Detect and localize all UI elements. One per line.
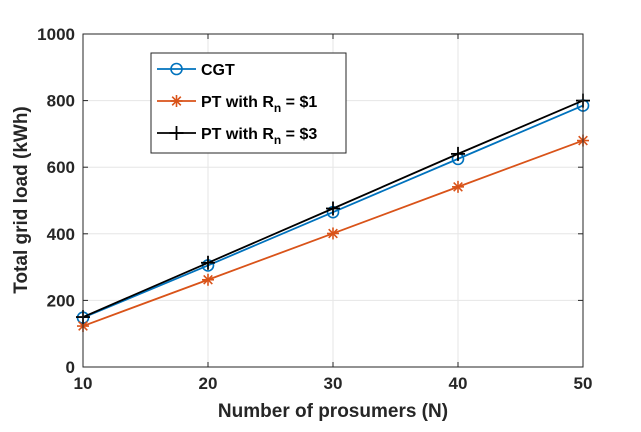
x-tick-label: 30	[324, 374, 343, 393]
legend-item-2: PT with Rn = $1	[157, 94, 317, 115]
y-tick-label: 200	[47, 291, 75, 310]
series-layer	[76, 93, 590, 333]
x-tick-label: 50	[574, 374, 593, 393]
y-tick-label: 0	[66, 358, 75, 377]
y-axis-label: Total grid load (kWh)	[11, 106, 32, 294]
legend-label: CGT	[201, 62, 235, 79]
data-point	[326, 201, 340, 216]
legend-item-1: CGT	[157, 62, 235, 79]
legend-label: PT with Rn = $1	[201, 94, 317, 115]
y-tick-label: 600	[47, 158, 75, 177]
x-tick-label: 20	[199, 374, 218, 393]
y-tick-label: 400	[47, 225, 75, 244]
data-point	[451, 146, 465, 161]
legend-marker	[170, 95, 183, 107]
y-tick-label: 1000	[37, 25, 75, 44]
axis-ticks: 10 20 30 40 50 0 200 400 600 800 1000	[37, 25, 592, 393]
legend-items: CGT PT with Rn = $1 PT with Rn = $3	[157, 62, 317, 147]
data-point	[201, 255, 215, 270]
legend-label: PT with Rn = $3	[201, 126, 317, 147]
y-tick-label: 800	[47, 92, 75, 111]
data-point	[452, 180, 464, 193]
legend-marker	[169, 126, 184, 140]
data-point	[327, 227, 339, 240]
x-tick-label: 10	[74, 374, 93, 393]
x-axis-label: Number of prosumers (N)	[218, 401, 448, 422]
legend-marker	[170, 62, 183, 76]
legend: CGT PT with Rn = $1 PT with Rn = $3	[150, 52, 347, 154]
data-point	[202, 273, 214, 286]
legend-item-3: PT with Rn = $3	[157, 126, 317, 147]
x-tick-label: 40	[449, 374, 468, 393]
